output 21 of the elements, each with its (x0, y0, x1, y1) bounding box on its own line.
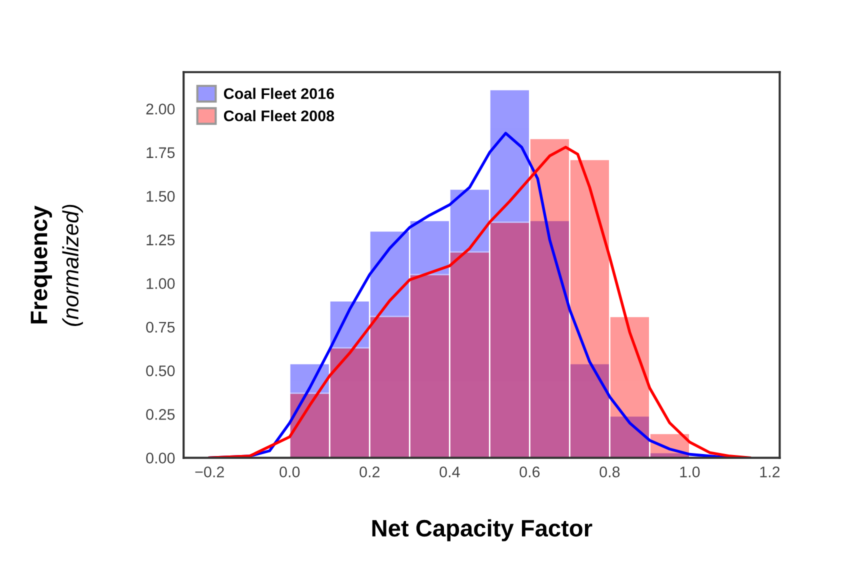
legend-label: Coal Fleet 2008 (224, 110, 334, 122)
x-tick-label: 0.2 (360, 466, 380, 478)
y-tick-label: 1.00 (146, 278, 175, 289)
x-tick-label: 0.0 (280, 466, 300, 478)
y-tick-label: 0.00 (146, 452, 175, 464)
y-tick-label: 1.75 (146, 147, 175, 158)
x-tick-label: 0.4 (440, 466, 460, 478)
x-tick-label: 1.2 (760, 466, 780, 478)
x-tick-label: 0.8 (600, 466, 620, 478)
x-tick-label: 0.6 (520, 466, 540, 478)
y-tick-label: 1.25 (146, 234, 175, 246)
x-tick-label: −0.2 (195, 466, 224, 478)
y-axis-title: Frequency (normalized) (30, 204, 83, 326)
legend-label: Coal Fleet 2016 (224, 88, 334, 100)
x-tick-label: 1.0 (680, 466, 700, 478)
y-tick-label: 0.25 (146, 409, 175, 420)
y-tick-label: 2.00 (146, 104, 175, 114)
y-tick-label: 0.50 (146, 365, 175, 376)
y-tick-label: 0.75 (146, 322, 175, 333)
y-tick-label: 1.50 (146, 190, 175, 202)
x-axis-title: Net Capacity Factor (372, 519, 592, 542)
